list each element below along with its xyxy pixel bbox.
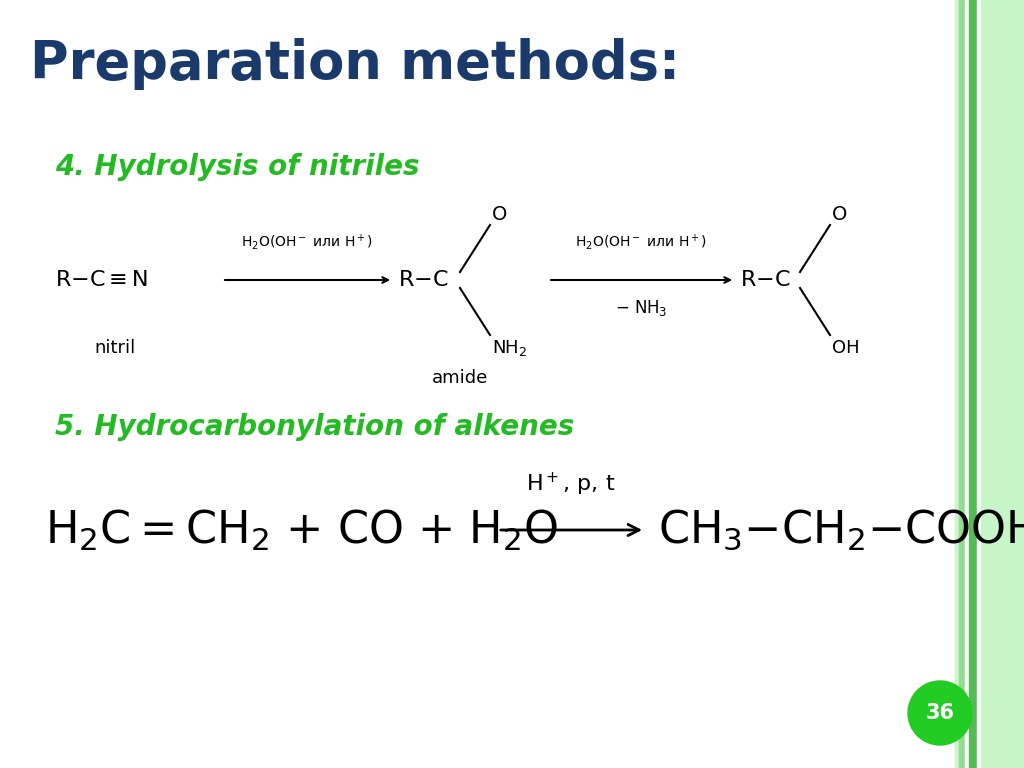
Text: H$_2$O(OH$^-$ или H$^+$): H$_2$O(OH$^-$ или H$^+$) — [241, 232, 373, 252]
Circle shape — [908, 681, 972, 745]
Bar — [969, 0, 977, 768]
Bar — [955, 0, 1024, 768]
Text: CH$_3$$-$CH$_2$$-$COOH: CH$_3$$-$CH$_2$$-$COOH — [658, 508, 1024, 552]
Text: 4. Hydrolysis of nitriles: 4. Hydrolysis of nitriles — [55, 153, 420, 181]
Text: R$-$C: R$-$C — [740, 270, 791, 290]
Text: R$-$C: R$-$C — [398, 270, 449, 290]
Bar — [981, 0, 1024, 768]
Text: 5. Hydrocarbonylation of alkenes: 5. Hydrocarbonylation of alkenes — [55, 413, 574, 441]
Bar — [955, 0, 959, 768]
Text: Preparation methods:: Preparation methods: — [30, 38, 680, 90]
Bar — [959, 0, 965, 768]
Text: R$-$C$\equiv$N: R$-$C$\equiv$N — [55, 270, 148, 290]
Text: $-$ NH$_3$: $-$ NH$_3$ — [614, 298, 667, 318]
Text: OH: OH — [831, 339, 859, 357]
Bar — [965, 0, 969, 768]
Text: NH$_2$: NH$_2$ — [492, 338, 527, 358]
Text: H$_2$C$=$CH$_2$ + CO + H$_2$O: H$_2$C$=$CH$_2$ + CO + H$_2$O — [45, 508, 558, 553]
Text: H$^+$, p, t: H$^+$, p, t — [526, 471, 615, 498]
Text: amide: amide — [432, 369, 488, 387]
Text: O: O — [831, 206, 848, 224]
Text: 36: 36 — [926, 703, 954, 723]
Bar — [977, 0, 981, 768]
Text: O: O — [492, 206, 507, 224]
Text: H$_2$O(OH$^-$ или H$^+$): H$_2$O(OH$^-$ или H$^+$) — [574, 232, 707, 252]
Text: nitril: nitril — [94, 339, 135, 357]
